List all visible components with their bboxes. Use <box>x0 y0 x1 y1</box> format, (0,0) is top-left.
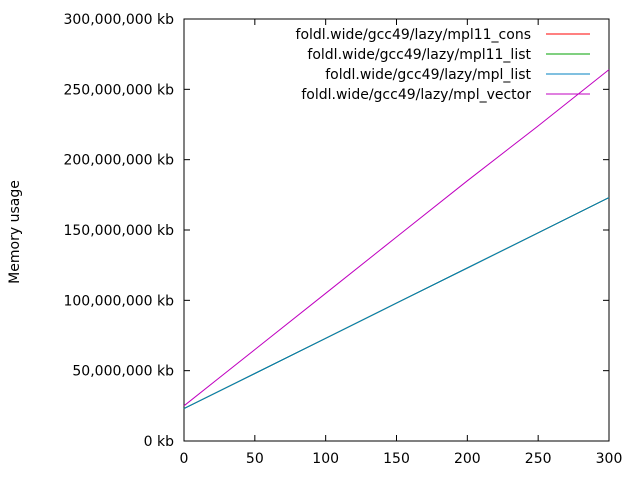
series-lines <box>183 69 610 410</box>
x-tick-label: 50 <box>246 451 264 467</box>
x-tick-label: 300 <box>596 451 623 467</box>
y-tick-label: 50,000,000 kb <box>72 364 174 380</box>
y-tick-label: 100,000,000 kb <box>63 293 174 309</box>
x-tick-label: 100 <box>312 451 339 467</box>
legend-label: foldl.wide/gcc49/lazy/mpl_vector <box>301 87 531 103</box>
y-tick-label: 0 kb <box>144 434 174 450</box>
y-axis-label: Memory usage <box>7 180 23 284</box>
y-tick-label: 200,000,000 kb <box>63 153 174 169</box>
x-tick-label: 200 <box>454 451 481 467</box>
y-tick-label: 250,000,000 kb <box>63 82 174 98</box>
x-tick-label: 250 <box>525 451 552 467</box>
legend-label: foldl.wide/gcc49/lazy/mpl_list <box>325 67 531 83</box>
x-axis: 0 50 100 150 200 250 300 <box>180 19 623 467</box>
legend: foldl.wide/gcc49/lazy/mpl11_cons foldl.wi… <box>296 27 590 103</box>
series-line <box>183 197 610 410</box>
y-axis: 0 kb 50,000,000 kb 100,000,000 kb 150,000,0… <box>63 12 609 450</box>
series-line <box>183 69 610 407</box>
y-tick-label: 300,000,000 kb <box>63 12 174 28</box>
x-tick-label: 150 <box>383 451 410 467</box>
legend-label: foldl.wide/gcc49/lazy/mpl11_cons <box>296 27 531 43</box>
legend-label: foldl.wide/gcc49/lazy/mpl11_list <box>307 47 531 63</box>
x-tick-label: 0 <box>180 451 189 467</box>
y-tick-label: 150,000,000 kb <box>63 223 174 239</box>
